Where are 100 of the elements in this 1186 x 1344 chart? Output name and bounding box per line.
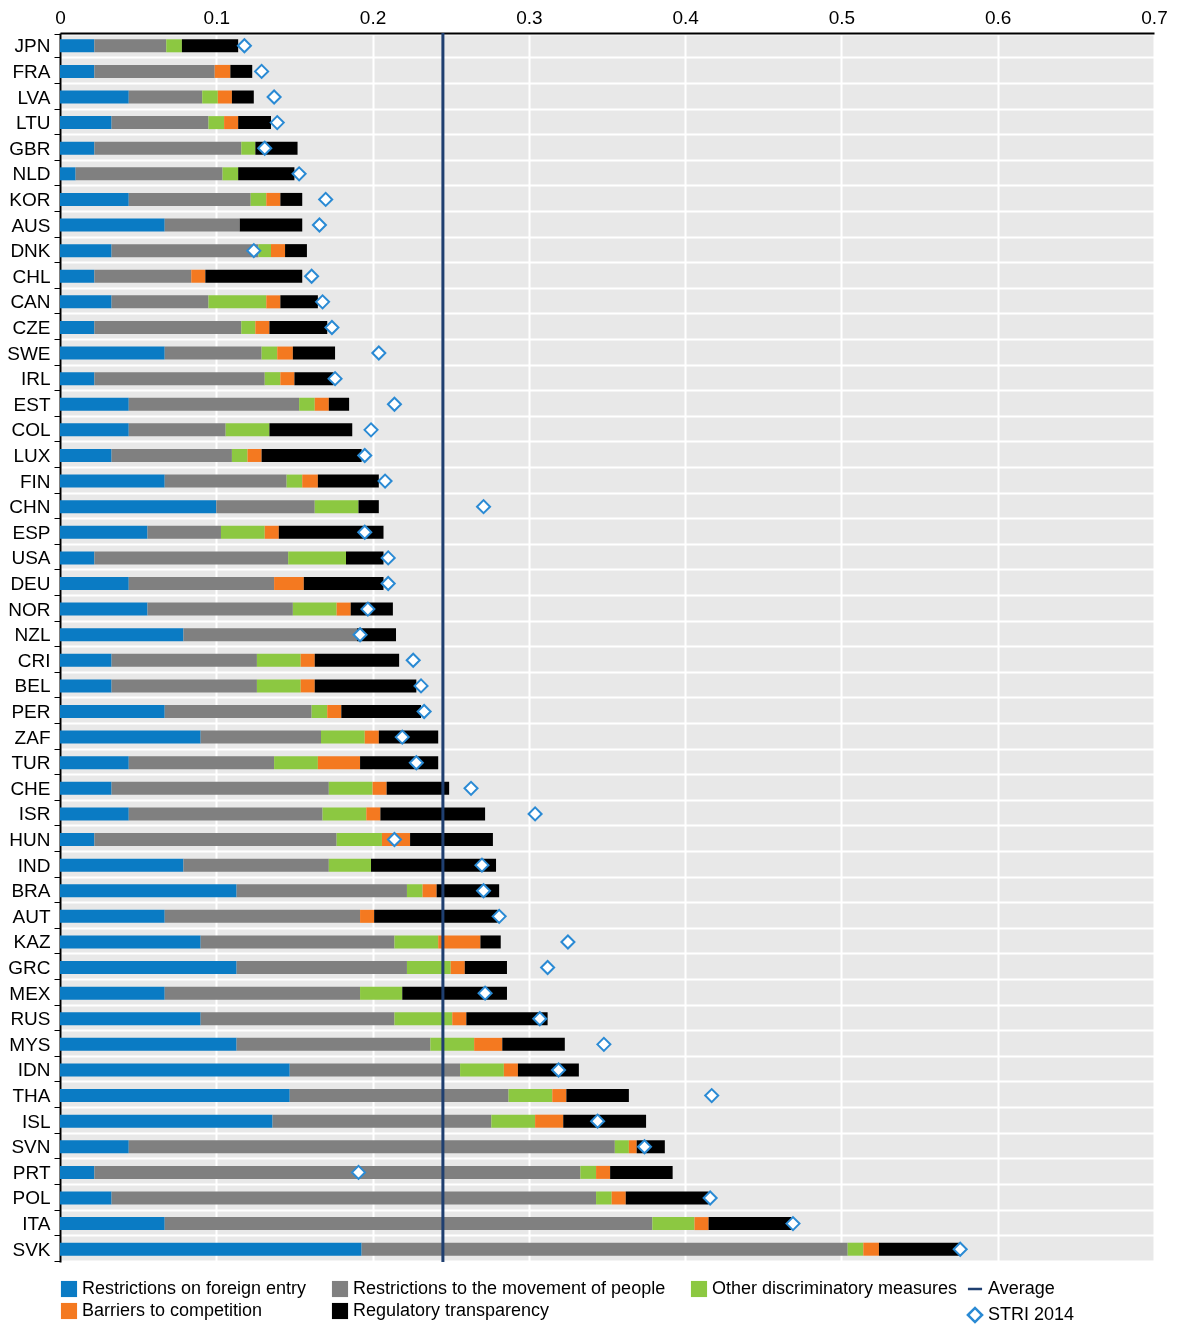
y-tick-label: SVK (12, 1238, 51, 1260)
bar (552, 1089, 567, 1103)
point (704, 1088, 720, 1104)
y-tick-label: ISL (21, 1110, 51, 1132)
bar (111, 116, 209, 130)
bar (200, 935, 395, 949)
bar (274, 756, 318, 770)
bar (652, 1217, 695, 1231)
bar (328, 397, 350, 411)
bar (60, 1089, 290, 1103)
bar (300, 653, 315, 667)
bar (336, 833, 382, 847)
bar (239, 218, 303, 232)
y-tick-label: AUS (11, 214, 51, 236)
bar (358, 500, 379, 514)
bar (474, 1037, 503, 1051)
bar (94, 39, 167, 53)
x-tick-label: 0.7 (1141, 6, 1168, 28)
bar (450, 961, 465, 975)
bar (230, 64, 253, 78)
bar (372, 781, 387, 795)
bar (60, 1140, 129, 1154)
bar (361, 1242, 848, 1256)
bar (236, 884, 407, 898)
y-tick-label: ZAF (14, 726, 51, 748)
bar (60, 1217, 165, 1231)
point (357, 524, 373, 540)
bar (264, 525, 279, 539)
bar (694, 1217, 709, 1231)
bar (94, 551, 289, 565)
y-tick-label: NOR (8, 598, 51, 620)
bar (60, 1165, 95, 1179)
bar (314, 653, 400, 667)
bar (300, 679, 315, 693)
y-tick-label: ESP (12, 521, 51, 543)
bar (366, 807, 381, 821)
y-tick-label: DNK (10, 240, 51, 262)
y-tick-label: IRL (20, 368, 51, 390)
legend-label: Barriers to competition (82, 1300, 263, 1320)
bar (322, 807, 367, 821)
y-tick-label: MYS (9, 1033, 51, 1055)
bar (166, 39, 182, 53)
bar (128, 90, 203, 104)
bar (181, 39, 239, 53)
point (476, 883, 492, 899)
y-tick-label: NLD (12, 163, 51, 185)
bar (292, 346, 336, 360)
point (527, 806, 543, 822)
point (785, 1216, 801, 1232)
bar (272, 1114, 492, 1128)
bar (60, 448, 112, 462)
bar (94, 1165, 581, 1179)
bar (111, 295, 209, 309)
point (386, 832, 402, 848)
y-tick-label: CAN (10, 291, 51, 313)
bar (314, 500, 359, 514)
y-tick-label: CHN (9, 496, 51, 518)
bar (380, 807, 486, 821)
y-tick-label: PRT (12, 1161, 51, 1183)
point (551, 1062, 567, 1078)
bar (374, 909, 498, 923)
y-tick-label: ISR (18, 803, 51, 825)
bar (286, 474, 303, 488)
bar (256, 679, 301, 693)
bar (183, 628, 357, 642)
bar (278, 525, 384, 539)
point (311, 217, 327, 233)
bar (277, 346, 293, 360)
bar (303, 576, 384, 590)
y-tick-label: FRA (12, 60, 51, 82)
y-tick-label: CHE (10, 777, 51, 799)
bar (878, 1242, 961, 1256)
bar (164, 986, 361, 1000)
y-tick-label: SVN (11, 1136, 51, 1158)
bar (60, 961, 237, 975)
bar (111, 781, 329, 795)
legend-label: Regulatory transparency (353, 1300, 550, 1320)
y-tick-label: AUT (12, 905, 51, 927)
y-tick-label: TUR (11, 752, 51, 774)
point (394, 729, 410, 745)
bar (285, 244, 307, 258)
bar (611, 1191, 626, 1205)
bar (256, 653, 301, 667)
bar (200, 730, 321, 744)
bar (314, 679, 417, 693)
point (540, 960, 556, 976)
bar (261, 346, 278, 360)
y-tick-label: EST (13, 393, 51, 415)
y-tick-label: SWE (7, 342, 51, 364)
point (315, 294, 331, 310)
bar (491, 1114, 536, 1128)
bar (60, 90, 129, 104)
y-tick-label: GRC (8, 957, 51, 979)
point (408, 755, 424, 771)
bar (60, 474, 165, 488)
bar (480, 935, 501, 949)
y-tick-label: GBR (9, 137, 51, 159)
bar (328, 781, 373, 795)
bar (406, 884, 423, 898)
y-tick-label: CHL (12, 265, 51, 287)
